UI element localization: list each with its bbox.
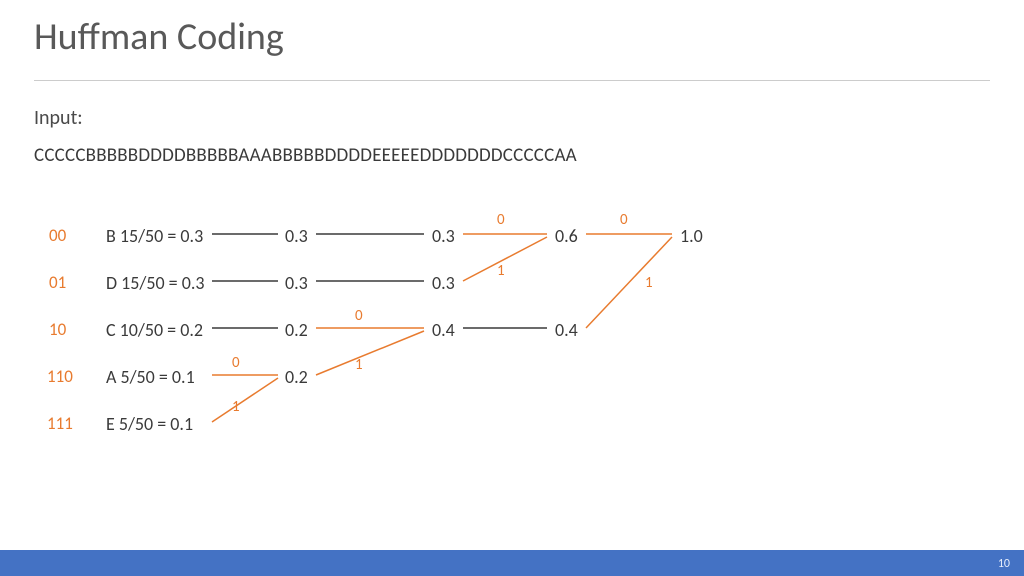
tree-edge [463, 237, 547, 281]
node-label: 1.0 [680, 225, 703, 247]
node-label: 0.3 [432, 225, 455, 247]
huffman-code: 00 [49, 225, 66, 246]
huffman-code: 01 [49, 272, 66, 293]
node-label: B 15/50 = 0.3 [106, 225, 203, 247]
tree-edge [212, 378, 278, 422]
huffman-code: 10 [49, 319, 66, 340]
page-number: 10 [998, 557, 1010, 571]
node-label: 0.3 [285, 272, 308, 294]
edge-bit-label: 0 [620, 211, 628, 229]
node-label: 0.2 [285, 319, 308, 341]
edge-bit-label: 0 [355, 307, 363, 325]
huffman-code: 111 [47, 413, 73, 434]
node-label: E 5/50 = 0.1 [106, 413, 193, 435]
huffman-code: 110 [47, 366, 73, 387]
edge-bit-label: 1 [497, 262, 505, 280]
node-label: 0.3 [432, 272, 455, 294]
edge-bit-label: 1 [232, 398, 240, 416]
edge-bit-label: 1 [645, 274, 653, 292]
edge-bit-label: 1 [355, 356, 363, 374]
footer-bar: 10 [0, 550, 1024, 576]
tree-edge [316, 331, 424, 375]
node-label: 0.6 [555, 225, 578, 247]
tree-edge [586, 237, 672, 328]
node-label: C 10/50 = 0.2 [106, 319, 203, 341]
node-label: A 5/50 = 0.1 [106, 366, 195, 388]
edge-bit-label: 0 [497, 211, 505, 229]
node-label: 0.4 [432, 319, 455, 341]
node-label: D 15/50 = 0.3 [106, 272, 204, 294]
node-label: 0.2 [285, 366, 308, 388]
node-label: 0.3 [285, 225, 308, 247]
edge-bit-label: 0 [232, 354, 240, 372]
node-label: 0.4 [555, 319, 578, 341]
